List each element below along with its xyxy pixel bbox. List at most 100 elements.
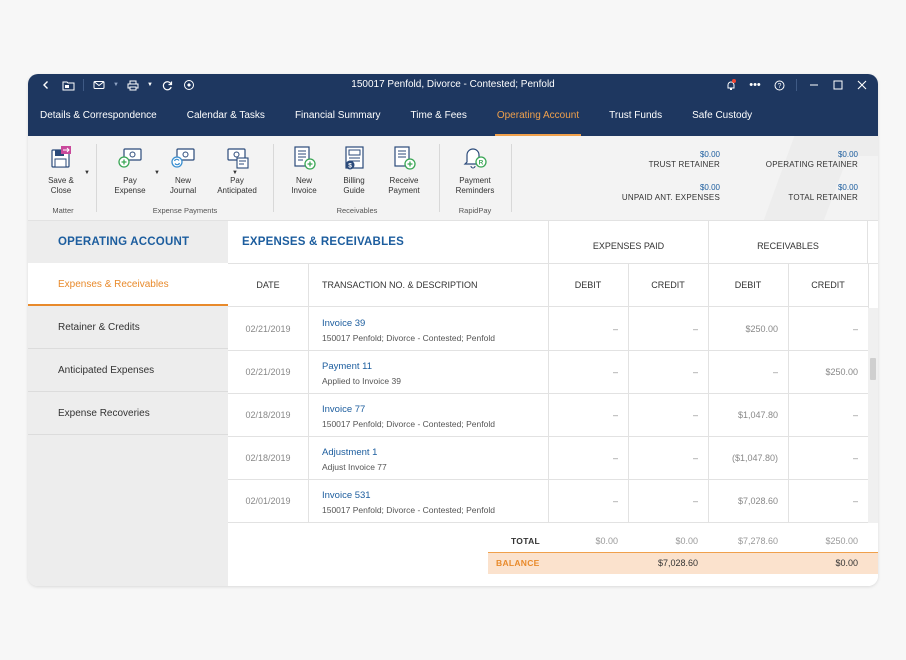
pay-expense-label-line1: Pay xyxy=(123,176,137,185)
new-journal-icon xyxy=(171,148,195,168)
receive-payment-label-line1: Receive xyxy=(389,176,419,185)
transaction-link[interactable]: Invoice 77 xyxy=(322,404,366,415)
mail-icon[interactable] xyxy=(89,74,109,96)
folder-icon[interactable] xyxy=(58,74,78,96)
billing-guide-label-line1: Billing xyxy=(343,176,365,185)
chevron-down-icon[interactable]: ▼ xyxy=(154,170,160,176)
tab-details-correspondence[interactable]: Details & Correspondence xyxy=(40,110,157,121)
new-invoice-label-line2: Invoice xyxy=(291,186,317,195)
row-rec-credit: – xyxy=(852,496,858,506)
chevron-down-icon[interactable]: ▼ xyxy=(232,170,238,176)
balance-receivables: $0.00 xyxy=(835,558,858,568)
more-options-icon[interactable]: ••• xyxy=(749,79,761,91)
column-header-exp-debit[interactable]: DEBIT xyxy=(574,280,602,290)
back-arrow-icon[interactable] xyxy=(36,74,56,96)
maximize-icon[interactable] xyxy=(828,74,848,96)
tab-safe-custody[interactable]: Safe Custody xyxy=(692,110,753,121)
sidebar-item-expenses-receivables[interactable]: Expenses & Receivables xyxy=(28,263,228,306)
sidebar-item-anticipated-expenses[interactable]: Anticipated Expenses xyxy=(28,349,228,392)
transaction-link[interactable]: Payment 11 xyxy=(322,361,372,372)
ribbon-group-label: RapidPay xyxy=(458,206,492,215)
pay-expense-label-line2: Expense xyxy=(114,186,146,195)
notification-icon[interactable] xyxy=(721,74,741,96)
column-header-rec-debit[interactable]: DEBIT xyxy=(734,280,762,290)
row-date: 02/21/2019 xyxy=(245,324,291,334)
billing-guide-button[interactable]: $ Billing Guide xyxy=(327,144,381,196)
refresh-icon[interactable] xyxy=(157,74,177,96)
section-title: EXPENSES & RECEIVABLES xyxy=(242,236,405,248)
column-header-date[interactable]: DATE xyxy=(256,280,280,290)
table-row[interactable]: 02/21/2019 Payment 11 Applied to Invoice… xyxy=(228,351,868,394)
row-description: Invoice 77 150017 Penfold; Divorce - Con… xyxy=(322,394,547,437)
unpaid-ant-expenses-summary: $0.00 UNPAID ANT. EXPENSES xyxy=(622,183,720,203)
tab-operating-account[interactable]: Operating Account xyxy=(494,96,582,136)
total-exp-debit: $0.00 xyxy=(595,536,618,546)
help-icon[interactable]: ? xyxy=(769,74,789,96)
minimize-icon[interactable] xyxy=(804,74,824,96)
vertical-scrollbar[interactable] xyxy=(868,308,878,523)
table-row[interactable]: 02/01/2019 Invoice 531 150017 Penfold; D… xyxy=(228,480,868,523)
row-exp-credit: – xyxy=(692,324,698,334)
payment-reminders-label-line2: Reminders xyxy=(455,186,495,195)
save-close-button[interactable]: Save & Close xyxy=(34,144,88,196)
table-row[interactable]: 02/18/2019 Invoice 77 150017 Penfold; Di… xyxy=(228,394,868,437)
transaction-detail: Adjust Invoice 77 xyxy=(322,462,387,472)
row-description: Invoice 39 150017 Penfold; Divorce - Con… xyxy=(322,308,547,351)
tab-financial-summary[interactable]: Financial Summary xyxy=(294,110,381,121)
transaction-detail: Applied to Invoice 39 xyxy=(322,376,401,386)
pay-anticipated-icon xyxy=(227,148,249,169)
chevron-down-icon[interactable]: ▼ xyxy=(147,82,153,88)
title-bar: ▼ ▼ 150017 Penfold, Divorce - Contested;… xyxy=(28,74,878,96)
table-row[interactable]: 02/21/2019 Invoice 39 150017 Penfold; Di… xyxy=(228,308,868,351)
expenses-paid-header: EXPENSES PAID xyxy=(548,221,708,264)
column-header-description[interactable]: TRANSACTION NO. & DESCRIPTION xyxy=(322,280,478,290)
row-date: 02/21/2019 xyxy=(245,367,291,377)
tab-time-fees[interactable]: Time & Fees xyxy=(410,110,467,121)
new-journal-label-line2: Journal xyxy=(169,186,197,195)
new-journal-label-line1: New xyxy=(174,176,191,185)
tab-calendar-tasks[interactable]: Calendar & Tasks xyxy=(186,110,265,121)
scrollbar-thumb[interactable] xyxy=(870,358,876,380)
ribbon-group-receivables: New Invoice $ Billing Guide xyxy=(277,142,437,217)
billing-guide-label-line2: Guide xyxy=(343,186,365,195)
unpaid-ant-expenses-label: UNPAID ANT. EXPENSES xyxy=(621,193,720,202)
table-row[interactable]: 02/18/2019 Adjustment 1 Adjust Invoice 7… xyxy=(228,437,868,480)
balance-row: BALANCE $7,028.60 $0.00 xyxy=(488,552,878,574)
transaction-link[interactable]: Adjustment 1 xyxy=(322,447,378,458)
chevron-down-icon[interactable]: ▼ xyxy=(84,170,90,176)
row-exp-debit: – xyxy=(612,453,618,463)
row-rec-debit: – xyxy=(772,367,778,377)
ribbon-divider xyxy=(439,144,440,212)
column-header-rec-credit[interactable]: CREDIT xyxy=(811,280,845,290)
payment-reminders-button[interactable]: R Payment Reminders xyxy=(448,144,502,196)
print-icon[interactable] xyxy=(123,74,143,96)
close-icon[interactable] xyxy=(852,74,872,96)
pay-anticipated-label-line1: Pay xyxy=(230,176,244,185)
new-invoice-label-line1: New xyxy=(295,176,312,185)
operating-retainer-label: OPERATING RETAINER xyxy=(765,160,858,169)
tab-trust-funds[interactable]: Trust Funds xyxy=(609,110,663,121)
transaction-link[interactable]: Invoice 531 xyxy=(322,490,371,501)
new-journal-button[interactable]: New Journal xyxy=(156,144,210,196)
receivables-header: RECEIVABLES xyxy=(708,221,868,264)
row-exp-credit: – xyxy=(692,496,698,506)
app-window: ▼ ▼ 150017 Penfold, Divorce - Contested;… xyxy=(28,74,878,586)
chevron-down-icon[interactable]: ▼ xyxy=(113,82,119,88)
row-rec-credit: – xyxy=(852,410,858,420)
sync-status-icon[interactable] xyxy=(179,74,199,96)
sidebar-item-retainer-credits[interactable]: Retainer & Credits xyxy=(28,306,228,349)
save-close-icon xyxy=(51,146,71,168)
operating-retainer-summary: $0.00 OPERATING RETAINER xyxy=(766,150,858,170)
ribbon-group-label: Matter xyxy=(52,206,74,215)
receive-payment-button[interactable]: Receive Payment xyxy=(377,144,431,196)
sidebar-item-expense-recoveries[interactable]: Expense Recoveries xyxy=(28,392,228,435)
total-label: TOTAL xyxy=(510,536,540,546)
pay-expense-button[interactable]: Pay Expense xyxy=(103,144,157,196)
row-rec-credit: – xyxy=(852,324,858,334)
new-invoice-button[interactable]: New Invoice xyxy=(277,144,331,196)
row-description: Invoice 531 150017 Penfold; Divorce - Co… xyxy=(322,480,547,523)
unpaid-ant-expenses-value: $0.00 xyxy=(699,183,720,192)
pay-anticipated-button[interactable]: Pay Anticipated xyxy=(210,144,264,196)
transaction-link[interactable]: Invoice 39 xyxy=(322,318,366,329)
column-header-exp-credit[interactable]: CREDIT xyxy=(651,280,685,290)
